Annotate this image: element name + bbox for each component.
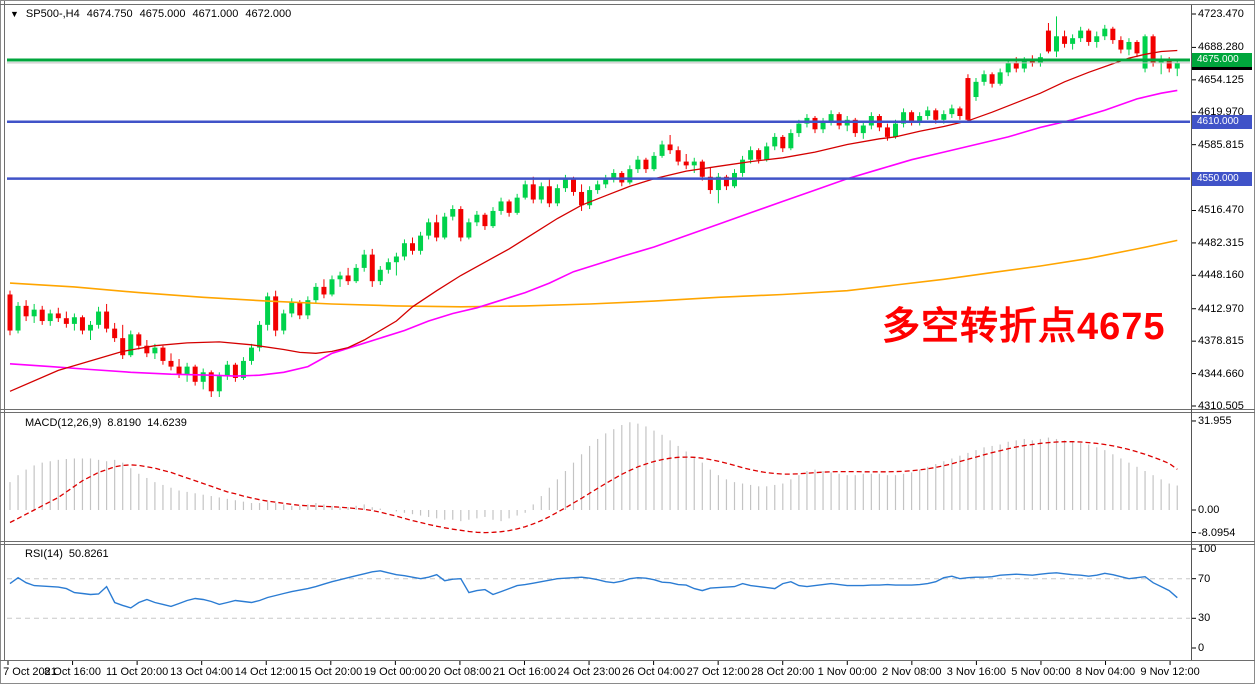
time-axis-label: 3 Nov 16:00 (946, 666, 1007, 678)
ma-mid-magenta-line (9, 89, 1178, 377)
rsi-value: 50.8261 (68, 548, 109, 560)
rsi-axis-label: 70 (1198, 572, 1211, 585)
price-badge-4610-000: 4610.000 (1192, 115, 1252, 129)
macd-panel-separator-a[interactable] (0, 409, 1255, 410)
horizontal-lines-layer (7, 58, 1190, 180)
ohlc-open: 4674.750 (86, 8, 133, 20)
time-axis-label: 5 Nov 00:00 (1011, 666, 1071, 678)
price-axis-label: 4378.815 (1198, 335, 1244, 348)
price-badge-4675-000: 4675.000 (1192, 53, 1252, 67)
symbol-period-label: SP500-,H4 (25, 8, 80, 20)
rsi-axis-label: 30 (1198, 612, 1211, 625)
rsi-name-label: RSI(14) (25, 548, 63, 560)
ma-slow-orange-line (9, 239, 1178, 308)
chart-header: ▼ SP500-,H4 4674.750 4675.000 4671.000 4… (10, 8, 291, 20)
price-axis-label: 4344.660 (1198, 367, 1244, 380)
price-axis-label: 4412.970 (1198, 302, 1244, 315)
time-axis-label: 14 Oct 12:00 (234, 666, 298, 678)
time-axis-label: 7 Oct 2021 (3, 666, 57, 678)
macd-axis-label: -8.0954 (1198, 526, 1236, 539)
price-axis-label: 4516.470 (1198, 204, 1244, 217)
price-axis-label: 4448.160 (1198, 269, 1244, 282)
panel-top-border (0, 4, 1255, 5)
time-axis-label: 28 Oct 20:00 (751, 666, 815, 678)
rsi-layer (7, 570, 1190, 619)
time-axis-label: 13 Oct 04:00 (170, 666, 234, 678)
rsi-panel-separator-a[interactable] (0, 541, 1255, 542)
time-axis-label: 21 Oct 16:00 (492, 666, 556, 678)
macd-layer (9, 422, 1178, 534)
symbol-dropdown-icon[interactable]: ▼ (10, 9, 19, 19)
ma-fast-red-line (9, 49, 1178, 392)
macd-panel-separator-b[interactable] (0, 412, 1255, 413)
macd-axis-label: 31.955 (1198, 414, 1232, 427)
time-axis-label: 8 Nov 04:00 (1075, 666, 1136, 678)
rsi-axis-label: 100 (1198, 543, 1217, 555)
rsi-panel-separator-b[interactable] (0, 544, 1255, 545)
macd-label-row: MACD(12,26,9) 8.8190 14.6239 (25, 417, 187, 429)
price-axis-label: 4482.315 (1198, 236, 1244, 249)
time-axis-label: 1 Nov 00:00 (817, 666, 877, 678)
rsi-line (9, 570, 1178, 609)
price-axis-label: 4723.470 (1198, 8, 1244, 20)
time-axis-separator (0, 660, 1255, 661)
time-axis-label: 8 Oct 16:00 (44, 666, 101, 678)
macd-signal-value: 14.6239 (147, 417, 187, 429)
rsi-label-row: RSI(14) 50.8261 (25, 548, 109, 560)
price-axis-separator (1191, 5, 1192, 660)
window-border-left (0, 0, 1, 684)
window-border-top (0, 0, 1255, 1)
ohlc-low: 4671.000 (192, 8, 239, 20)
time-axis-label: 20 Oct 08:00 (428, 666, 492, 678)
macd-main-value: 8.8190 (107, 417, 142, 429)
turning-point-annotation: 多空转折点4675 (882, 306, 1166, 348)
rsi-axis-label: 0 (1198, 642, 1205, 654)
time-axis-label: 24 Oct 23:00 (557, 666, 621, 678)
time-axis-label: 9 Nov 12:00 (1140, 666, 1200, 678)
macd-axis-label: 0.00 (1198, 504, 1220, 516)
macd-name-label: MACD(12,26,9) (25, 417, 102, 429)
time-axis-label: 2 Nov 08:00 (882, 666, 942, 678)
ohlc-close: 4672.000 (245, 8, 292, 20)
time-axis-label: 11 Oct 20:00 (106, 666, 169, 678)
ohlc-high: 4675.000 (139, 8, 186, 20)
time-axis-label: 26 Oct 04:00 (622, 666, 686, 678)
price-axis-label: 4585.815 (1198, 138, 1244, 151)
macd-signal-line (9, 441, 1178, 534)
price-axis-label: 4688.280 (1198, 41, 1244, 54)
time-axis-label: 19 Oct 00:00 (363, 666, 427, 678)
price-badge-4550-000: 4550.000 (1192, 172, 1252, 186)
time-axis-label: 27 Oct 12:00 (686, 666, 750, 678)
window-border-left-inner (4, 0, 5, 660)
price-axis-label: 4654.125 (1198, 73, 1244, 86)
price-axis-label: 4310.505 (1198, 399, 1244, 412)
time-axis-label: 15 Oct 20:00 (299, 666, 363, 678)
